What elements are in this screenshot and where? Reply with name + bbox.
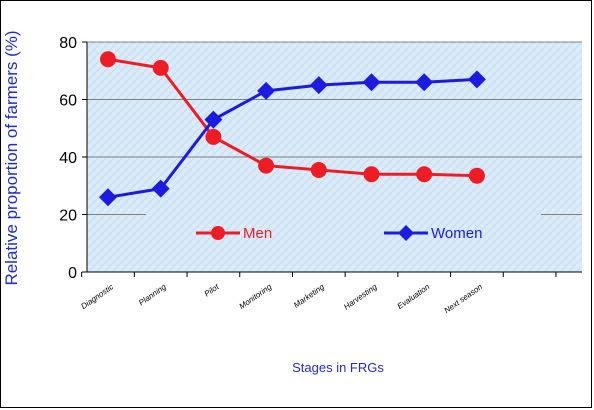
data-point-women (362, 73, 381, 92)
y-tick-label-20: 20 (59, 208, 77, 225)
x-tick-label: Evaluation (396, 282, 432, 311)
y-tick-labels: 0 20 40 60 80 (59, 35, 77, 282)
data-point-women (151, 179, 170, 198)
series-line-men (107, 57, 477, 178)
y-tick-label-80: 80 (59, 35, 77, 52)
x-tick-label: Monitoring (237, 282, 273, 311)
data-point-men (363, 166, 380, 183)
x-tick-labels: Diagnostic Planning Pilot Monitoring Marketi… (79, 282, 484, 315)
x-tick-label: Diagnostic (79, 282, 115, 311)
legend-label-men: Men (243, 225, 272, 242)
axes (81, 41, 582, 277)
legend: Men Women (146, 205, 541, 260)
data-point-women (309, 76, 328, 95)
data-point-women (257, 81, 276, 100)
x-tick-label: Harvesting (342, 282, 379, 312)
data-point-men (416, 166, 433, 183)
data-point-women (415, 73, 434, 92)
data-point-women (99, 188, 117, 207)
legend-marker-men (211, 226, 225, 240)
data-point-men (152, 59, 169, 76)
series-layer (99, 51, 486, 207)
y-tick-label-40: 40 (59, 150, 77, 167)
y-tick-label-0: 0 (68, 265, 77, 282)
x-tick-label: Marketing (292, 282, 326, 310)
x-tick-label: Pilot (203, 282, 222, 299)
x-tick-label: Planning (137, 282, 168, 308)
data-point-men (258, 157, 275, 174)
data-point-men (100, 51, 116, 68)
x-axis-label: Stages in FRGs (292, 360, 384, 375)
legend-marker-women (398, 225, 414, 241)
data-point-men (310, 161, 327, 178)
data-point-women (467, 70, 486, 89)
legend-label-women: Women (431, 225, 482, 242)
data-point-men (205, 128, 222, 145)
data-point-women (204, 110, 223, 129)
y-tick-label-60: 60 (59, 93, 77, 110)
y-axis-label: Relative proportion of farmers (%) (2, 30, 21, 285)
x-tick-label: Next season (442, 282, 484, 315)
data-point-men (468, 167, 485, 184)
